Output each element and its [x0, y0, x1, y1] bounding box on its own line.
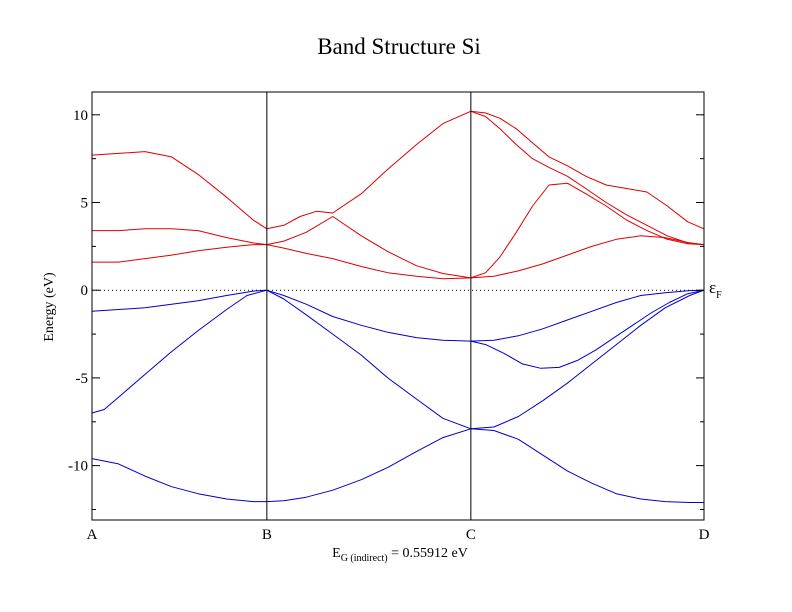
- band-gap-label: EG (indirect) = 0.55912 eV: [332, 546, 468, 564]
- k-point-lines: [266, 92, 472, 520]
- fermi-level-label: εF: [709, 278, 722, 301]
- y-axis-ticks: 10 5 0 -5 -10: [68, 108, 704, 510]
- valence-band-line-3: [91, 289, 705, 342]
- k-point-labels: A B C D: [87, 527, 710, 543]
- valence-band-line-2: [91, 289, 705, 430]
- k-point-label-b: B: [262, 527, 272, 543]
- k-point-label-a: A: [87, 527, 98, 543]
- conduction-band-line-8: [470, 110, 705, 230]
- band-lines: [91, 110, 705, 503]
- valence-band-line-4: [470, 289, 705, 369]
- k-point-label-c: C: [466, 527, 476, 543]
- chart-title: Band Structure Si: [317, 34, 481, 59]
- y-tick-label: -5: [76, 371, 89, 387]
- conduction-band-line-5: [92, 235, 705, 280]
- y-tick-label: 5: [81, 196, 89, 212]
- y-tick-label: 10: [73, 108, 88, 124]
- conduction-band-line-7: [91, 110, 705, 246]
- plot-frame: [91, 91, 705, 521]
- k-point-label-d: D: [699, 527, 710, 543]
- valence-band-line-1: [91, 428, 704, 503]
- conduction-band-line-6: [92, 182, 705, 279]
- y-tick-label: -10: [68, 459, 88, 475]
- y-tick-label: 0: [81, 283, 89, 299]
- y-axis-label: Energy (eV): [42, 272, 57, 342]
